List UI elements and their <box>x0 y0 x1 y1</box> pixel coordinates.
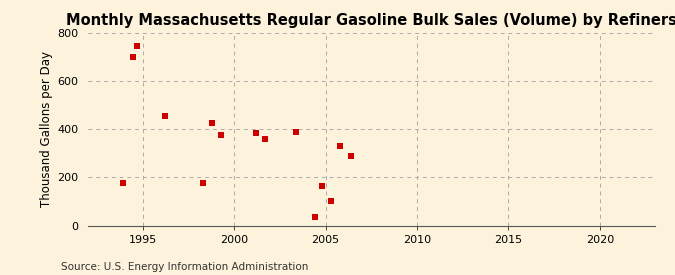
Point <box>250 131 261 135</box>
Text: Source: U.S. Energy Information Administration: Source: U.S. Energy Information Administ… <box>61 262 308 272</box>
Point <box>325 199 336 204</box>
Point <box>335 144 346 148</box>
Point <box>346 153 356 158</box>
Point <box>216 133 227 138</box>
Y-axis label: Thousand Gallons per Day: Thousand Gallons per Day <box>40 51 53 207</box>
Point <box>132 44 142 48</box>
Title: Monthly Massachusetts Regular Gasoline Bulk Sales (Volume) by Refiners: Monthly Massachusetts Regular Gasoline B… <box>65 13 675 28</box>
Point <box>317 184 327 188</box>
Point <box>128 55 139 59</box>
Point <box>117 181 128 186</box>
Point <box>159 114 170 118</box>
Point <box>198 181 209 186</box>
Point <box>309 215 320 219</box>
Point <box>207 121 217 125</box>
Point <box>291 130 302 134</box>
Point <box>260 137 271 141</box>
